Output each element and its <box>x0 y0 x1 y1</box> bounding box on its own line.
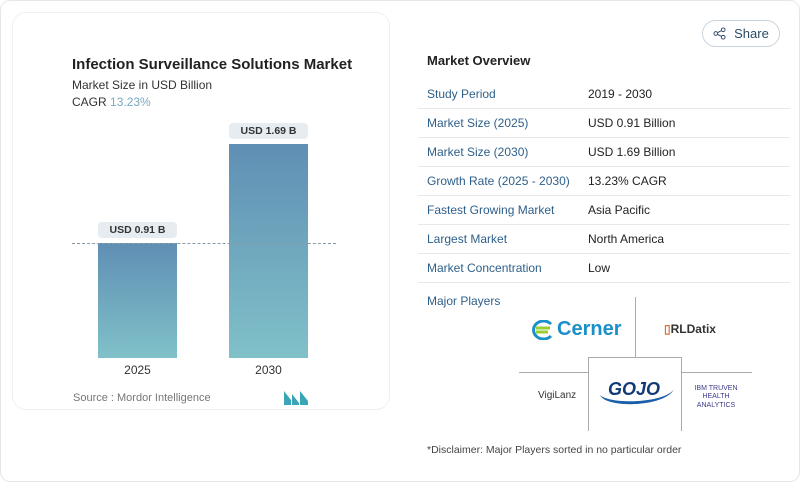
cerner-logo-icon <box>532 319 553 340</box>
overview-row: Largest Market North America <box>418 225 790 254</box>
share-icon <box>713 27 726 40</box>
cagr-label: CAGR <box>72 95 107 109</box>
row-label: Fastest Growing Market <box>427 203 555 217</box>
disclaimer: *Disclaimer: Major Players sorted in no … <box>427 444 682 456</box>
major-players-label: Major Players <box>427 294 501 308</box>
row-label: Study Period <box>427 87 496 101</box>
row-label: Market Size (2025) <box>427 116 529 130</box>
x-tick-label: 2025 <box>124 363 151 377</box>
grid-line <box>519 372 588 373</box>
row-value: 13.23% CAGR <box>588 174 667 188</box>
gojo-swoosh-icon <box>600 389 674 405</box>
player-logo-vigilanz: VigiLanz <box>538 390 577 401</box>
row-label: Market Size (2030) <box>427 145 529 159</box>
player-logo-gojo: GOJO <box>596 375 676 409</box>
chart-card <box>12 12 390 410</box>
overview-row: Growth Rate (2025 - 2030) 13.23% CAGR <box>418 167 790 196</box>
share-label: Share <box>734 26 769 41</box>
data-label: USD 1.69 B <box>229 123 308 139</box>
bar-2025 <box>98 242 177 358</box>
row-label: Largest Market <box>427 232 508 246</box>
row-value: Asia Pacific <box>588 203 651 217</box>
row-value: 2019 - 2030 <box>588 87 653 101</box>
row-value: USD 1.69 Billion <box>588 145 676 159</box>
player-logo-cerner: Cerner <box>531 318 621 341</box>
x-tick-label: 2030 <box>255 363 282 377</box>
overview-row: Fastest Growing Market Asia Pacific <box>418 196 790 225</box>
player-logo-ibm-truven: IBM TRUVEN HEALTH ANALYTICS <box>694 385 738 409</box>
overview-row: Market Size (2025) USD 0.91 Billion <box>418 109 790 138</box>
chart-title: Infection Surveillance Solutions Market <box>72 56 353 73</box>
cagr: CAGR 13.23% <box>72 95 151 109</box>
bar-2030 <box>229 144 308 358</box>
overview-row: Market Size (2030) USD 1.69 Billion <box>418 138 790 167</box>
source-text: Source : Mordor Intelligence <box>73 392 211 404</box>
cagr-value: 13.23% <box>110 95 151 109</box>
featured-player-box <box>588 357 682 431</box>
row-label: Growth Rate (2025 - 2030) <box>427 174 570 188</box>
row-value: North America <box>588 232 665 246</box>
overview-row: Market Concentration Low <box>418 254 790 283</box>
overview-row: Study Period 2019 - 2030 <box>418 80 790 109</box>
row-label: Market Concentration <box>427 261 542 275</box>
overview-title: Market Overview <box>427 53 531 68</box>
reference-dashed-line <box>72 243 336 244</box>
share-button[interactable]: Share <box>702 20 780 47</box>
chart-subtitle: Market Size in USD Billion <box>72 78 213 92</box>
mordor-logo-icon <box>284 391 308 405</box>
row-value: Low <box>588 261 611 275</box>
data-label: USD 0.91 B <box>98 221 177 238</box>
grid-line <box>682 372 752 373</box>
row-value: USD 0.91 Billion <box>588 116 676 130</box>
player-logo-rldatix: ▯RLDatix <box>664 322 716 336</box>
grid-line <box>635 297 636 357</box>
